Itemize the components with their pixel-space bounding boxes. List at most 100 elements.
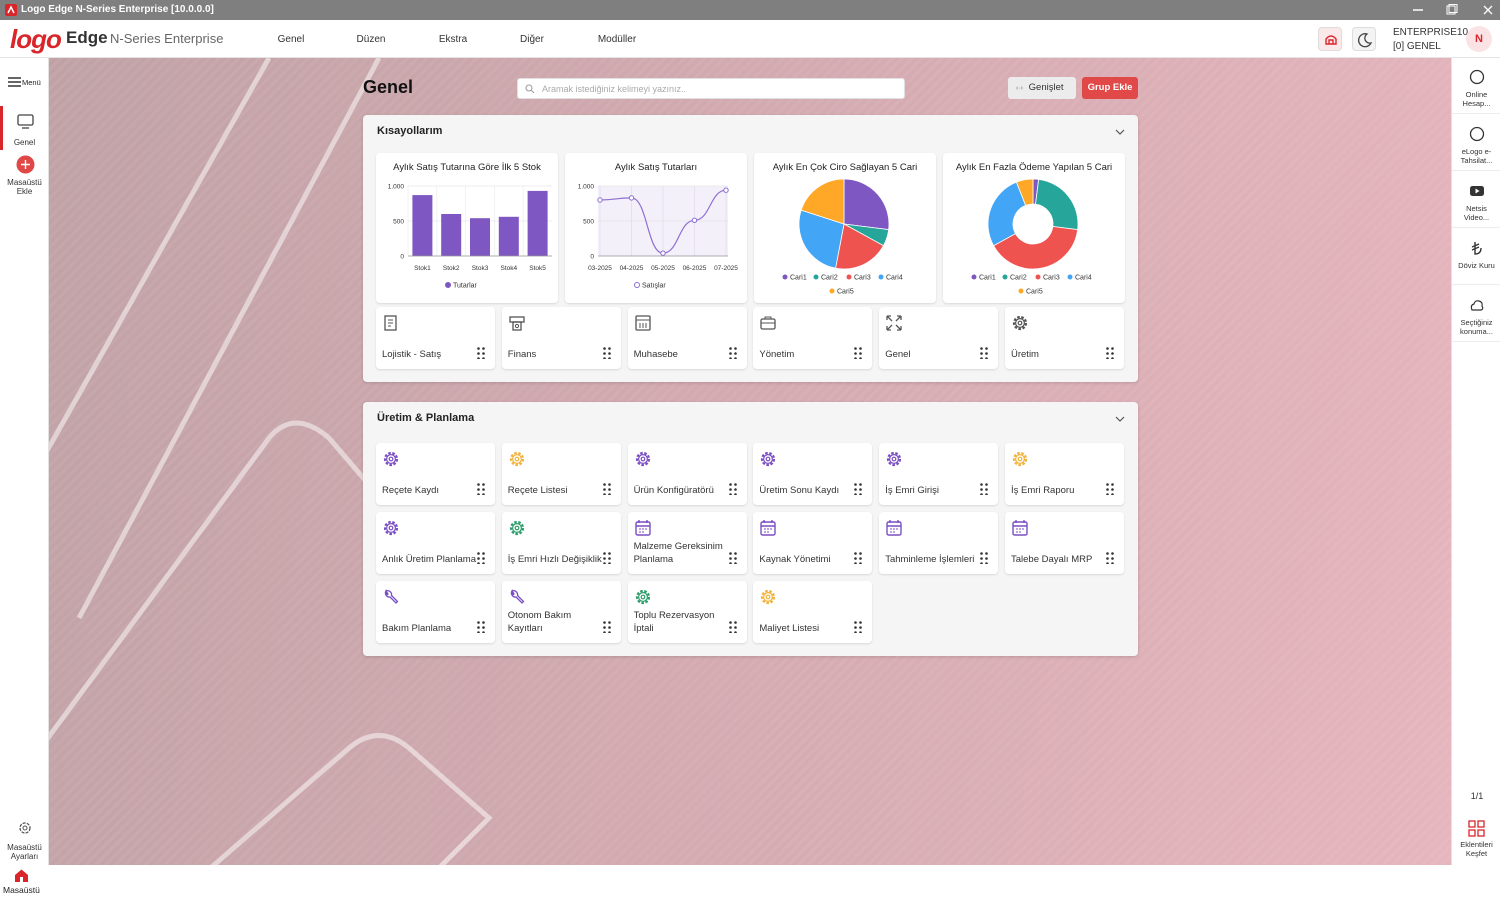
tile-icon [886, 315, 902, 331]
shortcut-tile[interactable]: İş Emri Hızlı Değişiklik [501, 512, 621, 574]
drag-handle[interactable] [854, 552, 863, 564]
home-label[interactable]: Masaüstü [3, 885, 40, 895]
tile-label: İş Emri Girişi [885, 485, 940, 496]
tile-label: Tahminleme İşlemleri [885, 554, 975, 565]
menu-item[interactable]: Diğer [520, 34, 544, 45]
drag-handle[interactable] [854, 621, 863, 633]
menu-icon[interactable] [8, 77, 21, 87]
drag-handle[interactable] [854, 347, 863, 359]
shortcut-tile[interactable]: Talebe Dayalı MRP [1005, 512, 1124, 574]
plugin-item[interactable]: eLogo e-Tahsilat... [1452, 115, 1500, 171]
shortcut-tile[interactable]: Tahminleme İşlemleri [879, 512, 999, 574]
theme-button[interactable] [1352, 27, 1376, 51]
drag-handle[interactable] [1106, 483, 1114, 495]
shortcut-tile[interactable]: Muhasebe [627, 307, 747, 369]
add-desktop-icon[interactable] [16, 155, 35, 174]
window-controls[interactable] [1410, 4, 1495, 16]
legend-swatch [829, 288, 835, 294]
drag-handle[interactable] [602, 552, 611, 564]
legend-label: Cari2 [1010, 275, 1027, 282]
shortcut-tile[interactable]: Anlık Üretim Planlama [376, 512, 495, 574]
point [691, 217, 698, 224]
discover-icon[interactable] [1468, 820, 1485, 837]
search-box[interactable]: Aramak istediğiniz kelimeyi yazınız.. [517, 78, 905, 99]
shortcut-tile[interactable]: Üretim [1005, 307, 1124, 369]
x-tick-label: Stok2 [443, 265, 460, 272]
shortcut-tile[interactable]: Bakım Planlama [376, 581, 495, 643]
shortcut-tile[interactable]: Genel [879, 307, 999, 369]
title-bar: Logo Edge N-Series Enterprise [10.0.0.0] [0, 0, 1500, 20]
shortcut-tile[interactable]: Toplu Rezervasyon İptali [627, 581, 747, 643]
shortcut-tile[interactable]: Finans [501, 307, 621, 369]
pie-slice [835, 223, 884, 270]
drag-handle[interactable] [728, 552, 737, 564]
settings-icon[interactable] [18, 821, 32, 835]
shortcut-tile[interactable]: Üretim Sonu Kaydı [753, 443, 873, 505]
drag-handle[interactable] [477, 552, 485, 564]
genel-icon[interactable] [17, 114, 34, 129]
drag-handle[interactable] [1106, 347, 1114, 359]
drag-handle[interactable] [728, 621, 737, 633]
discover-label[interactable]: Eklentileri Keşfet [1460, 840, 1493, 858]
plugin-item[interactable]: Online Hesap... [1452, 58, 1500, 114]
x-tick-label: Stok5 [529, 265, 546, 272]
shortcut-tile[interactable]: İş Emri Girişi [879, 443, 999, 505]
shortcut-tile[interactable]: Malzeme Gereksinim Planlama [627, 512, 747, 574]
add-group-button[interactable]: Grup Ekle [1082, 77, 1138, 99]
tile-label: İş Emri Hızlı Değişiklik [507, 554, 602, 565]
desktop-settings[interactable]: Masaüstü Ayarları [7, 843, 42, 861]
shortcut-tile[interactable]: Lojistik - Satış [376, 307, 495, 369]
logo[interactable]: logo [10, 24, 62, 54]
y-tick-label: 1.000 [388, 184, 405, 191]
drag-handle[interactable] [602, 347, 611, 359]
sidebar-item[interactable]: Masaüstü Ekle [7, 178, 42, 196]
legend-label: Cari1 [979, 275, 996, 282]
y-tick-label: 0 [590, 254, 594, 261]
notification-button[interactable] [1318, 27, 1342, 51]
shortcut-tile[interactable]: Reçete Listesi [501, 443, 621, 505]
drag-handle[interactable] [728, 483, 737, 495]
menu-item[interactable]: Genel [277, 34, 305, 45]
menu-item[interactable]: Düzen [356, 34, 386, 45]
legend-label: Cari5 [1026, 289, 1043, 296]
tile-label: Üretim Sonu Kaydı [759, 485, 840, 496]
avatar[interactable]: N [1466, 26, 1492, 52]
shortcut-tile[interactable]: İş Emri Raporu [1005, 443, 1124, 505]
tile-label: Reçete Kaydı [382, 485, 440, 496]
drag-handle[interactable] [980, 347, 988, 359]
drag-handle[interactable] [728, 347, 737, 359]
expand-button[interactable]: ‹·› Genişlet [1008, 77, 1076, 99]
drag-handle[interactable] [980, 483, 988, 495]
shortcut-tile[interactable]: Otonom Bakım Kayıtları [501, 581, 621, 643]
legend-swatch [846, 274, 852, 280]
y-tick-label: 500 [583, 219, 594, 226]
drag-handle[interactable] [477, 483, 485, 495]
shortcut-tile[interactable]: Ürün Konfigüratörü [627, 443, 747, 505]
menu-label[interactable]: Menü [22, 78, 41, 87]
shortcut-tile[interactable]: Kaynak Yönetimi [753, 512, 873, 574]
sidebar-item[interactable]: Genel [13, 138, 36, 147]
plugin-item[interactable]: Döviz Kuru [1452, 229, 1500, 285]
drag-handle[interactable] [980, 552, 988, 564]
legend-swatch [1067, 274, 1073, 280]
menu-item[interactable]: Ekstra [438, 34, 468, 45]
drag-handle[interactable] [854, 483, 863, 495]
drag-handle[interactable] [477, 347, 485, 359]
plugin-item[interactable]: Netsis Video... [1452, 172, 1500, 228]
tile-label: Kaynak Yönetimi [759, 554, 831, 565]
x-tick-label: 07-2025 [714, 265, 738, 272]
chart-card: Aylık Satış Tutarları 0 500 1.000 03-2025 04-… [565, 153, 747, 303]
home-icon[interactable] [14, 869, 29, 882]
shortcut-tile[interactable]: Reçete Kaydı [376, 443, 495, 505]
menu-item[interactable]: Modüller [597, 34, 637, 45]
plugin-item[interactable]: Seçtiğiniz konuma... [1452, 286, 1500, 342]
drag-handle[interactable] [602, 621, 611, 633]
drag-handle[interactable] [1106, 552, 1114, 564]
drag-handle[interactable] [477, 621, 485, 633]
shortcut-tile[interactable]: Yönetim [753, 307, 873, 369]
shortcut-tile[interactable]: Maliyet Listesi [753, 581, 873, 643]
chart-card: Aylık En Çok Ciro Sağlayan 5 Cari Cari1 Ca… [754, 153, 936, 303]
collapse-chevron[interactable] [1115, 415, 1125, 423]
drag-handle[interactable] [602, 483, 611, 495]
collapse-chevron[interactable] [1115, 128, 1125, 136]
